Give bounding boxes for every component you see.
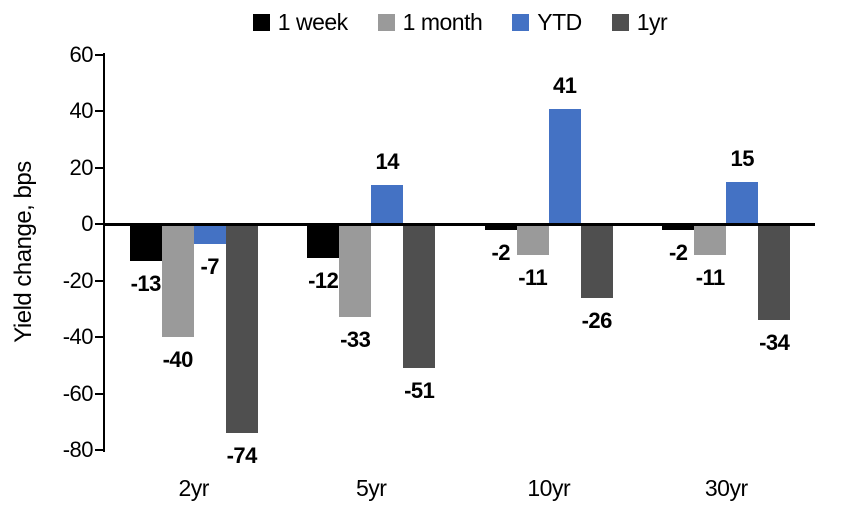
bar-1yr-5yr bbox=[403, 224, 436, 369]
bar-YTD-10yr bbox=[548, 108, 581, 225]
y-axis-tick-label: 40 bbox=[69, 98, 94, 124]
y-axis-tick bbox=[95, 110, 103, 113]
bar-YTD-30yr bbox=[726, 181, 759, 225]
bar-value-label: -12 bbox=[308, 268, 339, 294]
bar-value-label: -2 bbox=[668, 239, 688, 265]
bar-1-week-30yr bbox=[662, 224, 695, 230]
bar-1yr-30yr bbox=[758, 224, 791, 321]
y-axis-line bbox=[103, 53, 105, 452]
legend-label: 1 week bbox=[277, 8, 348, 35]
legend-label: 1 month bbox=[402, 8, 483, 35]
legend-item-YTD: YTD bbox=[512, 9, 582, 36]
y-axis-tick-label: -80 bbox=[62, 437, 94, 462]
x-axis-zero-line bbox=[105, 222, 815, 226]
y-axis-tick bbox=[95, 279, 103, 282]
bar-1-month-30yr bbox=[694, 224, 727, 256]
bar-value-label: -13 bbox=[130, 270, 162, 296]
bar-value-label: -11 bbox=[695, 265, 726, 291]
y-axis-tick bbox=[95, 449, 103, 451]
bar-value-label: -7 bbox=[200, 254, 220, 280]
legend-swatch-icon bbox=[611, 13, 629, 31]
y-axis-tick bbox=[95, 392, 103, 395]
x-axis-category-label: 30yr bbox=[704, 475, 748, 501]
legend-swatch-icon bbox=[377, 13, 395, 31]
legend-label: YTD bbox=[537, 8, 582, 35]
bar-1yr-2yr bbox=[225, 224, 258, 434]
bar-value-label: -74 bbox=[226, 443, 258, 469]
bar-value-label: -51 bbox=[404, 378, 435, 404]
y-axis-tick-label: -60 bbox=[62, 380, 94, 406]
bar-YTD-2yr bbox=[193, 224, 226, 245]
legend-item-1-week: 1 week bbox=[252, 8, 348, 36]
bar-value-label: -33 bbox=[340, 327, 371, 353]
y-axis-tick bbox=[95, 223, 103, 226]
legend: 1 week 1 month YTD 1yr bbox=[105, 6, 815, 38]
bar-1-week-2yr bbox=[129, 224, 162, 261]
bar-YTD-5yr bbox=[371, 184, 404, 225]
bar-value-label: -34 bbox=[759, 330, 790, 356]
bar-1-month-2yr bbox=[161, 224, 194, 338]
legend-item-1yr: 1yr bbox=[611, 8, 668, 36]
bar-1-month-10yr bbox=[516, 224, 549, 256]
bar-1yr-10yr bbox=[580, 224, 613, 298]
y-axis-tick-label: -20 bbox=[62, 267, 94, 293]
y-axis-tick bbox=[95, 166, 103, 169]
bar-value-label: -26 bbox=[581, 307, 613, 333]
bar-value-label: 14 bbox=[375, 148, 400, 174]
legend-label: 1yr bbox=[636, 8, 668, 35]
bar-value-label: -40 bbox=[162, 347, 194, 373]
bar-value-label: 15 bbox=[730, 145, 755, 171]
legend-item-1-month: 1 month bbox=[377, 8, 483, 36]
x-axis-category-label: 2yr bbox=[178, 475, 210, 501]
x-axis-category-label: 10yr bbox=[527, 475, 571, 501]
y-axis-tick bbox=[95, 54, 103, 56]
y-axis-title: Yield change, bps bbox=[10, 161, 37, 343]
y-axis-tick bbox=[95, 336, 103, 339]
bar-1-week-10yr bbox=[484, 224, 517, 230]
plot-area: 60 40 20 0 -20 -40 -60 -80 -13 -12 -2 -2 -40 -33 -11 -1… bbox=[63, 43, 815, 501]
legend-swatch-icon bbox=[512, 13, 530, 31]
y-axis-tick-label: -40 bbox=[62, 324, 94, 350]
y-axis-tick-label: 20 bbox=[69, 154, 94, 180]
bar-value-label: -2 bbox=[491, 239, 511, 265]
y-axis-tick-label: 60 bbox=[69, 42, 94, 67]
bar-value-label: -11 bbox=[518, 265, 548, 291]
x-axis-category-label: 5yr bbox=[356, 475, 387, 501]
bar-value-label: 41 bbox=[553, 72, 577, 98]
legend-swatch-icon bbox=[252, 13, 270, 31]
y-axis-tick-label: 0 bbox=[81, 211, 93, 237]
bar-1-week-5yr bbox=[307, 224, 340, 259]
bar-1-month-5yr bbox=[339, 224, 372, 318]
